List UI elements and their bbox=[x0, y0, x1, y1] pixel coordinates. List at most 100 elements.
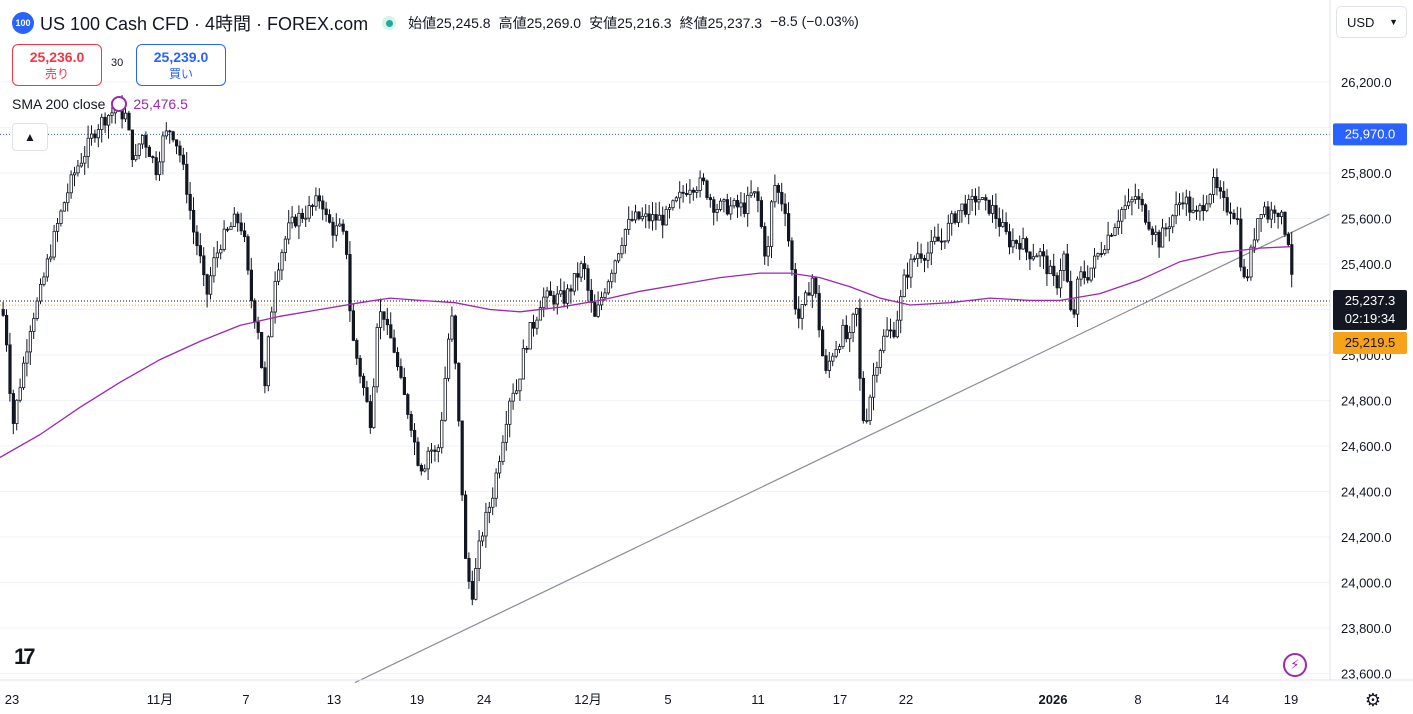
candle-down bbox=[317, 195, 322, 202]
candle-up bbox=[851, 313, 855, 333]
candle-up bbox=[100, 116, 104, 130]
candle-up bbox=[515, 390, 519, 394]
gear-icon[interactable]: ⚙ bbox=[1364, 689, 1382, 710]
candle-down bbox=[1099, 253, 1103, 255]
candle-down bbox=[191, 209, 196, 233]
candle-down bbox=[1246, 276, 1250, 279]
candle-down bbox=[185, 163, 189, 195]
candle-down bbox=[365, 387, 369, 402]
lightning-icon[interactable]: ⚡ bbox=[1283, 653, 1307, 677]
candle-down bbox=[953, 213, 957, 223]
candle-up bbox=[1011, 240, 1015, 248]
price-tick-label: 26,200.0 bbox=[1341, 75, 1392, 90]
candles-layer bbox=[1, 95, 1294, 606]
candle-up bbox=[566, 288, 570, 304]
candle-up bbox=[110, 112, 114, 116]
candle-up bbox=[926, 252, 930, 261]
sma-name[interactable]: SMA 200 close bbox=[12, 96, 106, 112]
candle-down bbox=[382, 311, 386, 320]
candle-up bbox=[1256, 218, 1260, 241]
candle-down bbox=[368, 401, 373, 428]
chevron-down-icon: ▼ bbox=[1389, 17, 1398, 27]
candle-up bbox=[1062, 253, 1066, 271]
candle-up bbox=[1178, 202, 1182, 206]
candle-down bbox=[202, 255, 206, 276]
candle-up bbox=[933, 236, 937, 242]
candle-up bbox=[124, 112, 128, 120]
candle-down bbox=[1014, 240, 1019, 244]
currency-select[interactable]: USD ▼ bbox=[1336, 6, 1407, 38]
spread-value: 30 bbox=[111, 57, 124, 69]
candle-up bbox=[49, 256, 53, 260]
candle-up bbox=[518, 378, 522, 392]
candle-up bbox=[535, 319, 539, 329]
candle-down bbox=[1144, 204, 1148, 223]
candle-up bbox=[480, 535, 485, 542]
symbol-icon[interactable]: 100 bbox=[12, 12, 34, 34]
open-label: 始値 bbox=[408, 15, 437, 31]
candle-up bbox=[671, 200, 675, 209]
current-price-tag-bg bbox=[1333, 290, 1407, 331]
candle-up bbox=[137, 143, 141, 156]
candle-up bbox=[657, 214, 662, 221]
candle-down bbox=[702, 177, 706, 182]
candle-down bbox=[409, 414, 413, 431]
candle-down bbox=[923, 257, 927, 261]
candle-up bbox=[946, 222, 951, 242]
buy-button[interactable]: 25,239.0 買い bbox=[136, 44, 226, 86]
candle-up bbox=[698, 177, 702, 191]
candle-up bbox=[96, 129, 100, 139]
collapse-legend-button[interactable]: ▲ bbox=[12, 123, 48, 151]
candle-up bbox=[501, 441, 505, 463]
candle-down bbox=[1137, 196, 1141, 200]
candle-up bbox=[307, 205, 311, 219]
candle-down bbox=[1290, 244, 1294, 275]
candle-down bbox=[725, 199, 730, 215]
candle-up bbox=[56, 223, 60, 232]
candle-up bbox=[287, 222, 291, 240]
candle-up bbox=[1048, 265, 1052, 275]
candle-down bbox=[525, 347, 529, 350]
candle-up bbox=[1113, 227, 1117, 236]
candle-up bbox=[1096, 253, 1100, 257]
sma-200-line bbox=[0, 246, 1291, 458]
candle-up bbox=[991, 205, 995, 214]
symbol-title[interactable]: US 100 Cash CFD · 4時間 · FOREX.com bbox=[40, 14, 369, 34]
candle-down bbox=[392, 337, 396, 353]
candle-up bbox=[280, 252, 284, 271]
tradingview-logo[interactable]: 17 bbox=[14, 644, 36, 669]
candle-up bbox=[528, 322, 532, 350]
candle-down bbox=[225, 228, 230, 231]
price-tick-label: 24,200.0 bbox=[1341, 530, 1392, 545]
time-tick-label: 23 bbox=[5, 692, 19, 707]
candle-down bbox=[1195, 209, 1199, 212]
candle-up bbox=[1205, 203, 1209, 212]
candle-down bbox=[433, 449, 437, 452]
candle-down bbox=[759, 200, 764, 227]
candle-up bbox=[66, 192, 70, 204]
high-label: 高値 bbox=[498, 15, 527, 31]
sma-layer bbox=[0, 246, 1291, 458]
candle-down bbox=[151, 156, 155, 159]
candle-down bbox=[239, 222, 243, 232]
candle-up bbox=[899, 296, 903, 321]
sma-legend[interactable]: SMA 200 close 25,476.5 bbox=[12, 96, 188, 112]
change-value: −8.5 (−0.03%) bbox=[770, 13, 859, 29]
candle-up bbox=[800, 304, 804, 319]
candle-up bbox=[715, 209, 719, 213]
candle-down bbox=[906, 274, 910, 278]
candle-down bbox=[1201, 205, 1205, 212]
candle-up bbox=[338, 223, 342, 227]
candle-down bbox=[327, 214, 332, 223]
price-tick-label: 25,400.0 bbox=[1341, 257, 1392, 272]
candle-up bbox=[1249, 246, 1253, 278]
candle-up bbox=[1123, 205, 1127, 210]
candle-down bbox=[249, 269, 253, 301]
candle-down bbox=[1055, 275, 1059, 289]
candle-up bbox=[511, 392, 515, 402]
sell-button[interactable]: 25,236.0 売り bbox=[12, 44, 102, 86]
close-label: 終値 bbox=[679, 15, 708, 31]
candle-up bbox=[450, 315, 454, 340]
candle-up bbox=[222, 228, 226, 250]
